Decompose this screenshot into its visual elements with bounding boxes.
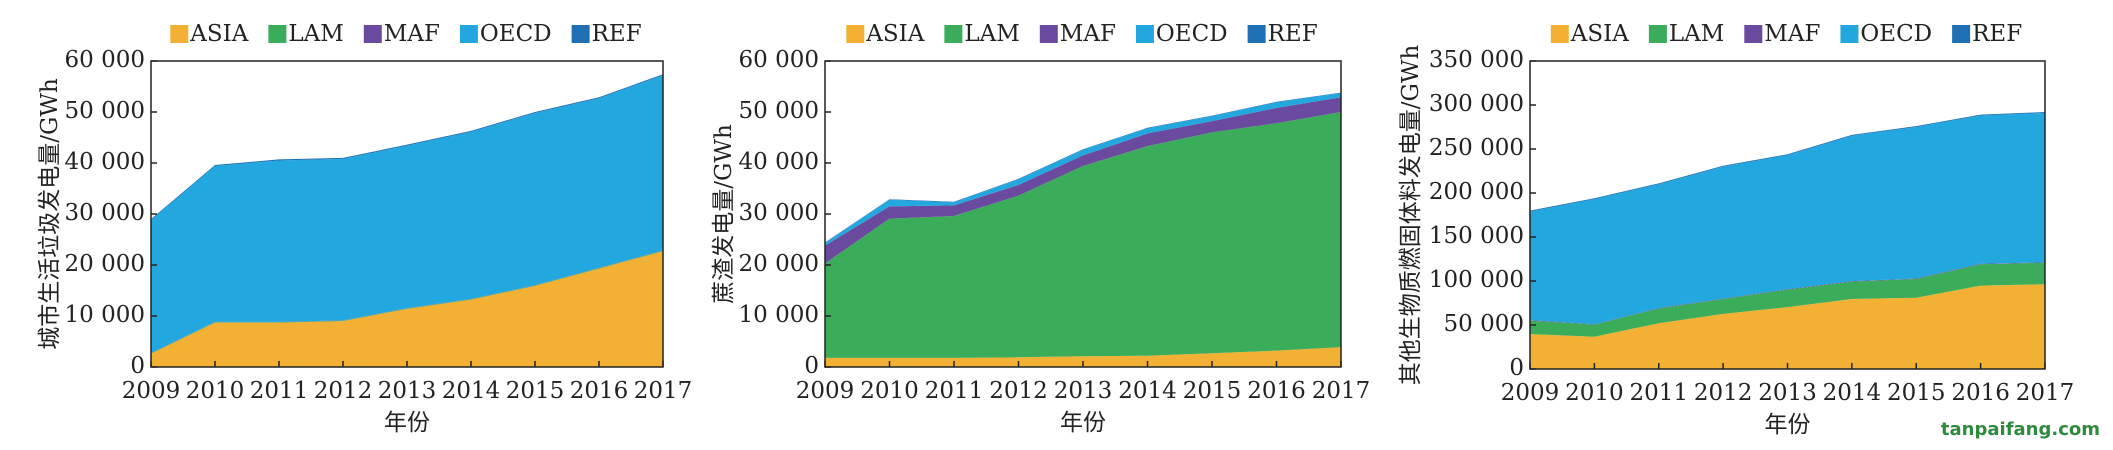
- y-tick-label: 40 000: [65, 149, 145, 175]
- x-tick-label: 2012: [1694, 380, 1753, 406]
- legend-label: REF: [592, 21, 642, 47]
- x-tick-label: 2010: [186, 378, 245, 404]
- y-tick-label: 60 000: [739, 47, 819, 73]
- x-tick-label: 2013: [378, 378, 437, 404]
- legend-swatch: [846, 25, 865, 43]
- legend-label: MAF: [1764, 21, 1820, 47]
- x-tick-label: 2011: [1629, 380, 1688, 406]
- x-tick-label: 2014: [1823, 380, 1882, 406]
- legend-swatch: [1648, 25, 1667, 43]
- y-tick-label: 40 000: [739, 149, 819, 175]
- x-tick-label: 2014: [442, 378, 501, 404]
- x-tick-label: 2010: [860, 378, 919, 404]
- legend-label: LAM: [964, 21, 1019, 47]
- legend-swatch: [944, 25, 963, 43]
- area: [1530, 284, 2045, 369]
- y-tick-label: 20 000: [739, 251, 819, 277]
- legend-label: ASIA: [865, 21, 924, 47]
- y-tick-label: 0: [1509, 355, 1524, 381]
- legend-swatch: [571, 25, 590, 43]
- legend-swatch: [1952, 25, 1971, 43]
- area: [1530, 112, 2045, 325]
- x-tick-label: 2013: [1054, 378, 1113, 404]
- y-tick-label: 250 000: [1429, 135, 1524, 161]
- y-tick-label: 10 000: [739, 302, 819, 328]
- legend-swatch: [1550, 25, 1569, 43]
- y-tick-label: 30 000: [65, 200, 145, 226]
- legend-label: LAM: [288, 21, 343, 47]
- y-axis-title: 蔗渣发电量/GWh: [711, 124, 737, 304]
- x-tick-label: 2010: [1565, 380, 1624, 406]
- legend-label: REF: [1268, 21, 1318, 47]
- legend-swatch: [1135, 25, 1154, 43]
- area: [825, 97, 1341, 264]
- y-axis-title: 城市生活垃圾发电量/GWh: [37, 78, 63, 350]
- x-tick-label: 2015: [1887, 380, 1946, 406]
- x-tick-label: 2009: [1501, 380, 1560, 406]
- area: [825, 112, 1341, 358]
- legend-label: ASIA: [189, 21, 248, 47]
- x-tick-label: 2016: [1951, 380, 2010, 406]
- x-tick-label: 2016: [570, 378, 629, 404]
- x-tick-label: 2012: [989, 378, 1048, 404]
- legend-label: OECD: [1860, 21, 1932, 47]
- legend-label: LAM: [1669, 21, 1724, 47]
- x-tick-label: 2015: [1183, 378, 1242, 404]
- legend-label: REF: [1972, 21, 2022, 47]
- watermark: tanpaifang.com: [1941, 419, 2100, 440]
- y-axis-title: 其他生物质燃固体料发电量/GWh: [1398, 45, 1424, 386]
- x-axis-title: 年份: [1765, 412, 1811, 438]
- y-tick-label: 300 000: [1429, 91, 1524, 117]
- legend-label: ASIA: [1570, 21, 1629, 47]
- legend-swatch: [1039, 25, 1058, 43]
- y-tick-label: 350 000: [1429, 47, 1524, 73]
- x-tick-label: 2017: [634, 378, 693, 404]
- y-tick-label: 50 000: [739, 98, 819, 124]
- y-tick-label: 0: [804, 353, 819, 379]
- legend-label: OECD: [1156, 21, 1228, 47]
- legend-label: MAF: [384, 21, 440, 47]
- y-tick-label: 50 000: [65, 98, 145, 124]
- legend-swatch: [1247, 25, 1266, 43]
- y-tick-label: 100 000: [1429, 267, 1524, 293]
- x-axis-title: 年份: [1060, 410, 1106, 436]
- area: [151, 251, 663, 367]
- legend-swatch: [1744, 25, 1763, 43]
- x-tick-label: 2009: [122, 378, 181, 404]
- y-tick-label: 20 000: [65, 251, 145, 277]
- legend-swatch: [170, 25, 189, 43]
- legend: ASIA LAM MAF OECD REF: [170, 21, 642, 47]
- legend-swatch: [268, 25, 287, 43]
- x-tick-label: 2017: [1312, 378, 1371, 404]
- y-tick-label: 60 000: [65, 47, 145, 73]
- x-tick-label: 2016: [1247, 378, 1306, 404]
- x-tick-label: 2014: [1118, 378, 1177, 404]
- x-axis-title: 年份: [384, 410, 430, 436]
- area: [1530, 262, 2045, 337]
- area: [151, 75, 663, 353]
- legend: ASIA LAM MAF OECD REF: [1550, 21, 2022, 47]
- y-tick-label: 150 000: [1429, 223, 1524, 249]
- x-tick-label: 2017: [2016, 380, 2075, 406]
- x-tick-label: 2011: [250, 378, 309, 404]
- legend-swatch: [1840, 25, 1859, 43]
- legend-label: OECD: [480, 21, 552, 47]
- x-tick-label: 2012: [314, 378, 373, 404]
- area: [1530, 112, 2045, 212]
- x-tick-label: 2011: [925, 378, 984, 404]
- legend-swatch: [459, 25, 478, 43]
- legend-label: MAF: [1060, 21, 1116, 47]
- x-tick-label: 2015: [506, 378, 565, 404]
- x-tick-label: 2013: [1758, 380, 1817, 406]
- legend: ASIA LAM MAF OECD REF: [846, 21, 1318, 47]
- x-tick-label: 2009: [796, 378, 855, 404]
- y-tick-label: 30 000: [739, 200, 819, 226]
- y-tick-label: 10 000: [65, 302, 145, 328]
- y-tick-label: 200 000: [1429, 179, 1524, 205]
- y-tick-label: 50 000: [1444, 311, 1524, 337]
- legend-swatch: [363, 25, 382, 43]
- y-tick-label: 0: [130, 353, 145, 379]
